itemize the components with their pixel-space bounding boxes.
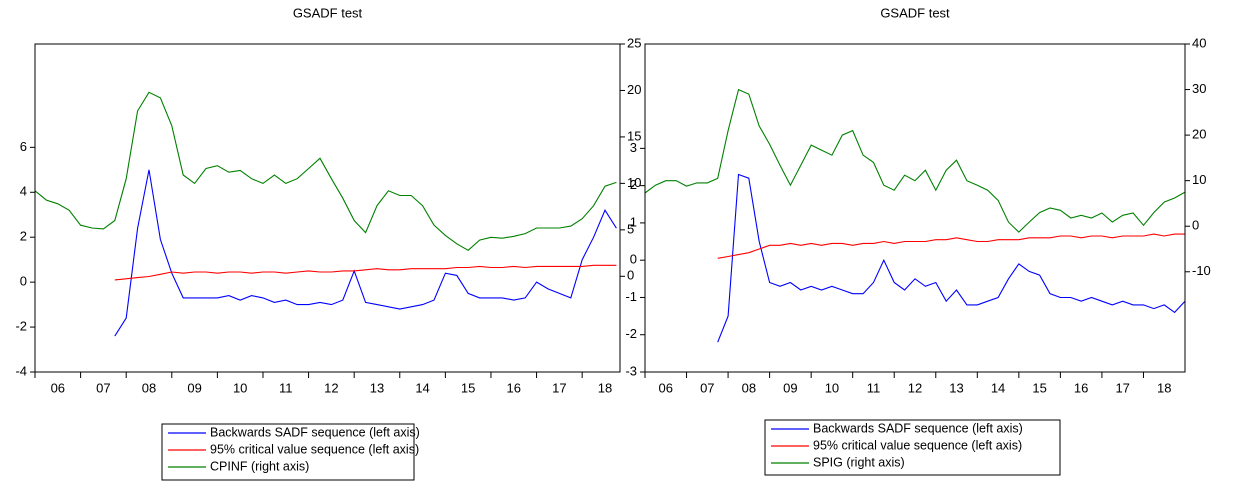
x-tick-label: 18	[1157, 380, 1171, 395]
y-tick-label: -3	[625, 363, 637, 378]
y2-tick-label: -10	[1192, 263, 1211, 278]
legend-label: Backwards SADF sequence (left axis)	[210, 425, 420, 439]
x-tick-label: 11	[867, 380, 881, 395]
y2-tick-label: 15	[627, 128, 641, 143]
x-tick-label: 06	[51, 380, 65, 395]
y2-tick-label: 0	[1192, 218, 1199, 233]
x-tick-label: 13	[370, 380, 384, 395]
x-tick-label: 17	[552, 380, 566, 395]
x-tick-label: 15	[461, 380, 475, 395]
x-tick-label: 16	[1074, 380, 1088, 395]
series-line	[644, 88, 1186, 233]
legend-label: CPINF (right axis)	[210, 459, 309, 473]
chart-title: GSADF test	[880, 5, 950, 20]
legend-label: Backwards SADF sequence (left axis)	[813, 421, 1023, 435]
y-tick-label: 0	[20, 274, 27, 289]
y-tick-label: 6	[20, 139, 27, 154]
x-tick-label: 07	[700, 380, 714, 395]
y2-tick-label: 10	[1192, 172, 1206, 187]
y-tick-label: -2	[15, 319, 27, 334]
y2-tick-label: 40	[1192, 35, 1206, 50]
legend-label: 95% critical value sequence (left axis)	[813, 438, 1022, 452]
plot-frame	[34, 43, 621, 373]
x-tick-label: 08	[142, 380, 156, 395]
x-tick-label: 12	[908, 380, 922, 395]
y2-tick-label: 25	[627, 35, 641, 50]
x-tick-label: 06	[659, 380, 673, 395]
y2-tick-label: 20	[1192, 127, 1206, 142]
y-tick-label: 2	[630, 177, 637, 192]
x-tick-label: 14	[415, 380, 429, 395]
x-tick-label: 18	[598, 380, 612, 395]
y-tick-label: -1	[625, 289, 637, 304]
x-tick-label: 09	[783, 380, 797, 395]
x-tick-label: 10	[825, 380, 839, 395]
y2-tick-label: 10	[627, 175, 641, 190]
y2-tick-label: 20	[627, 82, 641, 97]
y-tick-label: -2	[625, 326, 637, 341]
y-tick-label: -4	[15, 363, 27, 378]
x-tick-label: 07	[96, 380, 110, 395]
series-line	[717, 173, 1186, 343]
series-line	[114, 169, 617, 337]
y2-tick-label: 0	[627, 268, 634, 283]
x-tick-label: 13	[949, 380, 963, 395]
series-line	[34, 91, 617, 251]
x-tick-label: 16	[507, 380, 521, 395]
y-tick-label: 0	[630, 252, 637, 267]
series-line	[717, 233, 1185, 259]
plot-frame	[644, 43, 1186, 373]
x-tick-label: 09	[187, 380, 201, 395]
x-tick-label: 12	[324, 380, 338, 395]
x-tick-label: 08	[742, 380, 756, 395]
legend-label: SPIG (right axis)	[813, 455, 905, 469]
x-tick-label: 11	[279, 380, 293, 395]
legend-box	[764, 419, 1061, 476]
y-tick-label: 4	[20, 184, 27, 199]
legend: Backwards SADF sequence (left axis) 95% c…	[764, 419, 1061, 476]
x-tick-label: 15	[1032, 380, 1046, 395]
y-tick-label: 1	[630, 214, 637, 229]
chart-title: GSADF test	[293, 5, 363, 20]
x-tick-label: 14	[991, 380, 1005, 395]
y2-tick-label: 5	[627, 221, 634, 236]
legend: Backwards SADF sequence (left axis) 95% c…	[161, 423, 420, 481]
y2-tick-label: 30	[1192, 81, 1206, 96]
series-line	[114, 264, 617, 281]
y-tick-label: 2	[20, 229, 27, 244]
x-tick-label: 17	[1115, 380, 1129, 395]
y-tick-label: 3	[630, 140, 637, 155]
x-tick-label: 10	[233, 380, 247, 395]
legend-label: 95% critical value sequence (left axis)	[210, 442, 419, 456]
